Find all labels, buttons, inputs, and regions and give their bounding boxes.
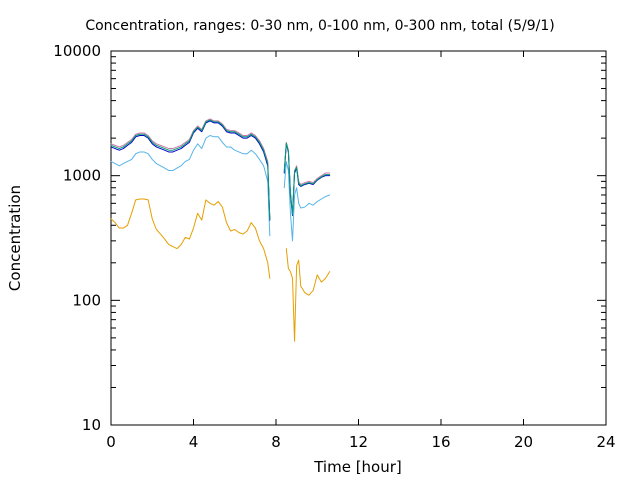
x-tick-label: 8	[271, 433, 281, 451]
x-tick-label: 4	[189, 433, 199, 451]
series-line-1	[110, 198, 331, 342]
x-tick-label: 24	[596, 433, 615, 451]
title-layer: Concentration, ranges: 0-30 nm, 0-100 nm…	[85, 18, 554, 34]
x-tick-label: 16	[431, 433, 450, 451]
axes-layer: 0 4 8 12 16 20 24 10 100 1000 10000 Time [hour] Conc…	[6, 42, 616, 476]
series-line-5	[110, 119, 331, 220]
y-tick-label: 100	[72, 291, 101, 309]
y-tick-label: 10000	[53, 42, 101, 60]
x-axis-label: Time [hour]	[313, 458, 402, 476]
chart-title: Concentration, ranges: 0-30 nm, 0-100 nm…	[85, 18, 554, 34]
y-tick-label: 1000	[63, 167, 101, 185]
x-tick-label: 20	[514, 433, 533, 451]
series-line-2	[110, 135, 331, 242]
y-tick-label: 10	[82, 416, 101, 434]
plot-layer	[110, 118, 331, 342]
y-axis-label: Concentration	[6, 185, 24, 291]
x-tick-label: 0	[106, 433, 116, 451]
x-tick-label: 12	[349, 433, 368, 451]
